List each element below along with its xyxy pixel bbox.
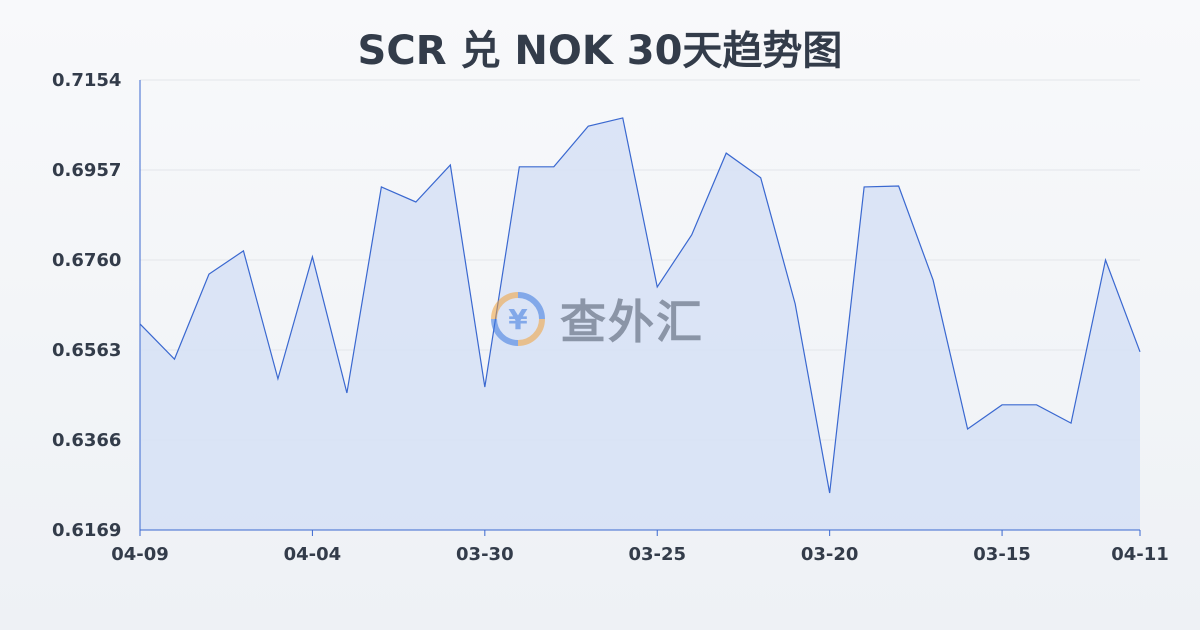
series-line	[139, 117, 1141, 494]
y-tick-label: 0.6957	[52, 160, 121, 181]
chart-title: SCR 兑 NOK 30天趋势图	[357, 28, 843, 74]
watermark-text: 查外汇	[560, 295, 704, 349]
x-tick-label: 04-09	[111, 544, 169, 565]
x-tick-label: 04-11	[1111, 544, 1169, 565]
y-tick-label: 0.6366	[52, 430, 121, 451]
y-tick-label: 0.6760	[52, 250, 121, 271]
x-tick-label: 04-04	[284, 544, 342, 565]
y-tick-label: 0.7154	[52, 70, 121, 91]
yen-exchange-icon: ¥	[491, 292, 545, 346]
x-tick-label: 03-30	[456, 544, 514, 565]
x-tick-label: 03-25	[628, 544, 686, 565]
y-tick-label: 0.6169	[52, 520, 121, 541]
watermark: ¥ 查外汇	[488, 286, 704, 352]
svg-text:¥: ¥	[508, 303, 528, 336]
x-tick-label: 03-20	[801, 544, 859, 565]
y-tick-label: 0.6563	[52, 340, 121, 361]
area-fill	[140, 117, 1140, 530]
x-tick-label: 03-15	[973, 544, 1031, 565]
